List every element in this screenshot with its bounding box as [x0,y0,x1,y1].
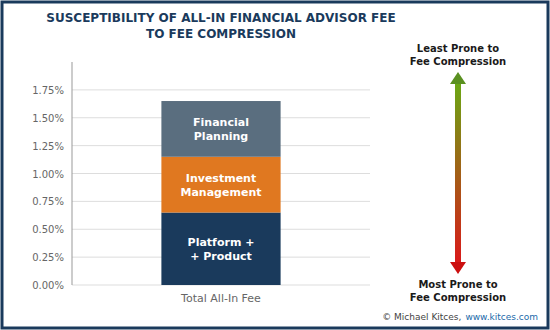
bar-segment [161,101,280,157]
segment-label: InvestmentManagement [181,172,262,199]
segment-label: FinancialPlanning [193,116,249,143]
y-tick-label: 1.75% [32,85,64,96]
y-tick-label: 1.50% [32,113,64,124]
bars [161,101,280,285]
grid-line [72,89,370,90]
arrow-shaft [455,84,461,262]
bar-segment [161,213,280,285]
bar-segment [161,157,280,213]
chart: SUSCEPTIBILITY OF ALL-IN FINANCIAL ADVIS… [0,0,550,330]
segment-labels: Platform ++ Product InvestmentManagement F… [181,116,262,263]
segment-label: Platform ++ Product [188,236,255,263]
y-tick-label: 0.00% [32,280,64,291]
copyright-url: www.kitces.com [465,312,538,322]
y-tick-label: 1.00% [32,169,64,180]
y-tick-label: 1.25% [32,141,64,152]
y-axis-line [72,62,73,285]
y-tick-label: 0.25% [32,252,64,263]
arrow-head-bottom [450,262,466,274]
arrow-label-bottom: Most Prone toFee Compression [410,279,506,303]
arrow-head-top [450,72,466,84]
compression-arrow [450,72,466,274]
title: SUSCEPTIBILITY OF ALL-IN FINANCIAL ADVIS… [46,11,395,41]
figure-border [2,2,548,328]
arrow-label-top: Least Prone toFee Compression [410,43,506,67]
copyright: © Michael Kitces, www.kitces.com [382,312,538,322]
y-tick-label: 0.50% [32,224,64,235]
copyright-text: © Michael Kitces, [382,312,461,322]
y-tick-label: 0.75% [32,196,64,207]
grid [72,90,370,285]
x-tick-label: Total All-In Fee [180,292,261,305]
